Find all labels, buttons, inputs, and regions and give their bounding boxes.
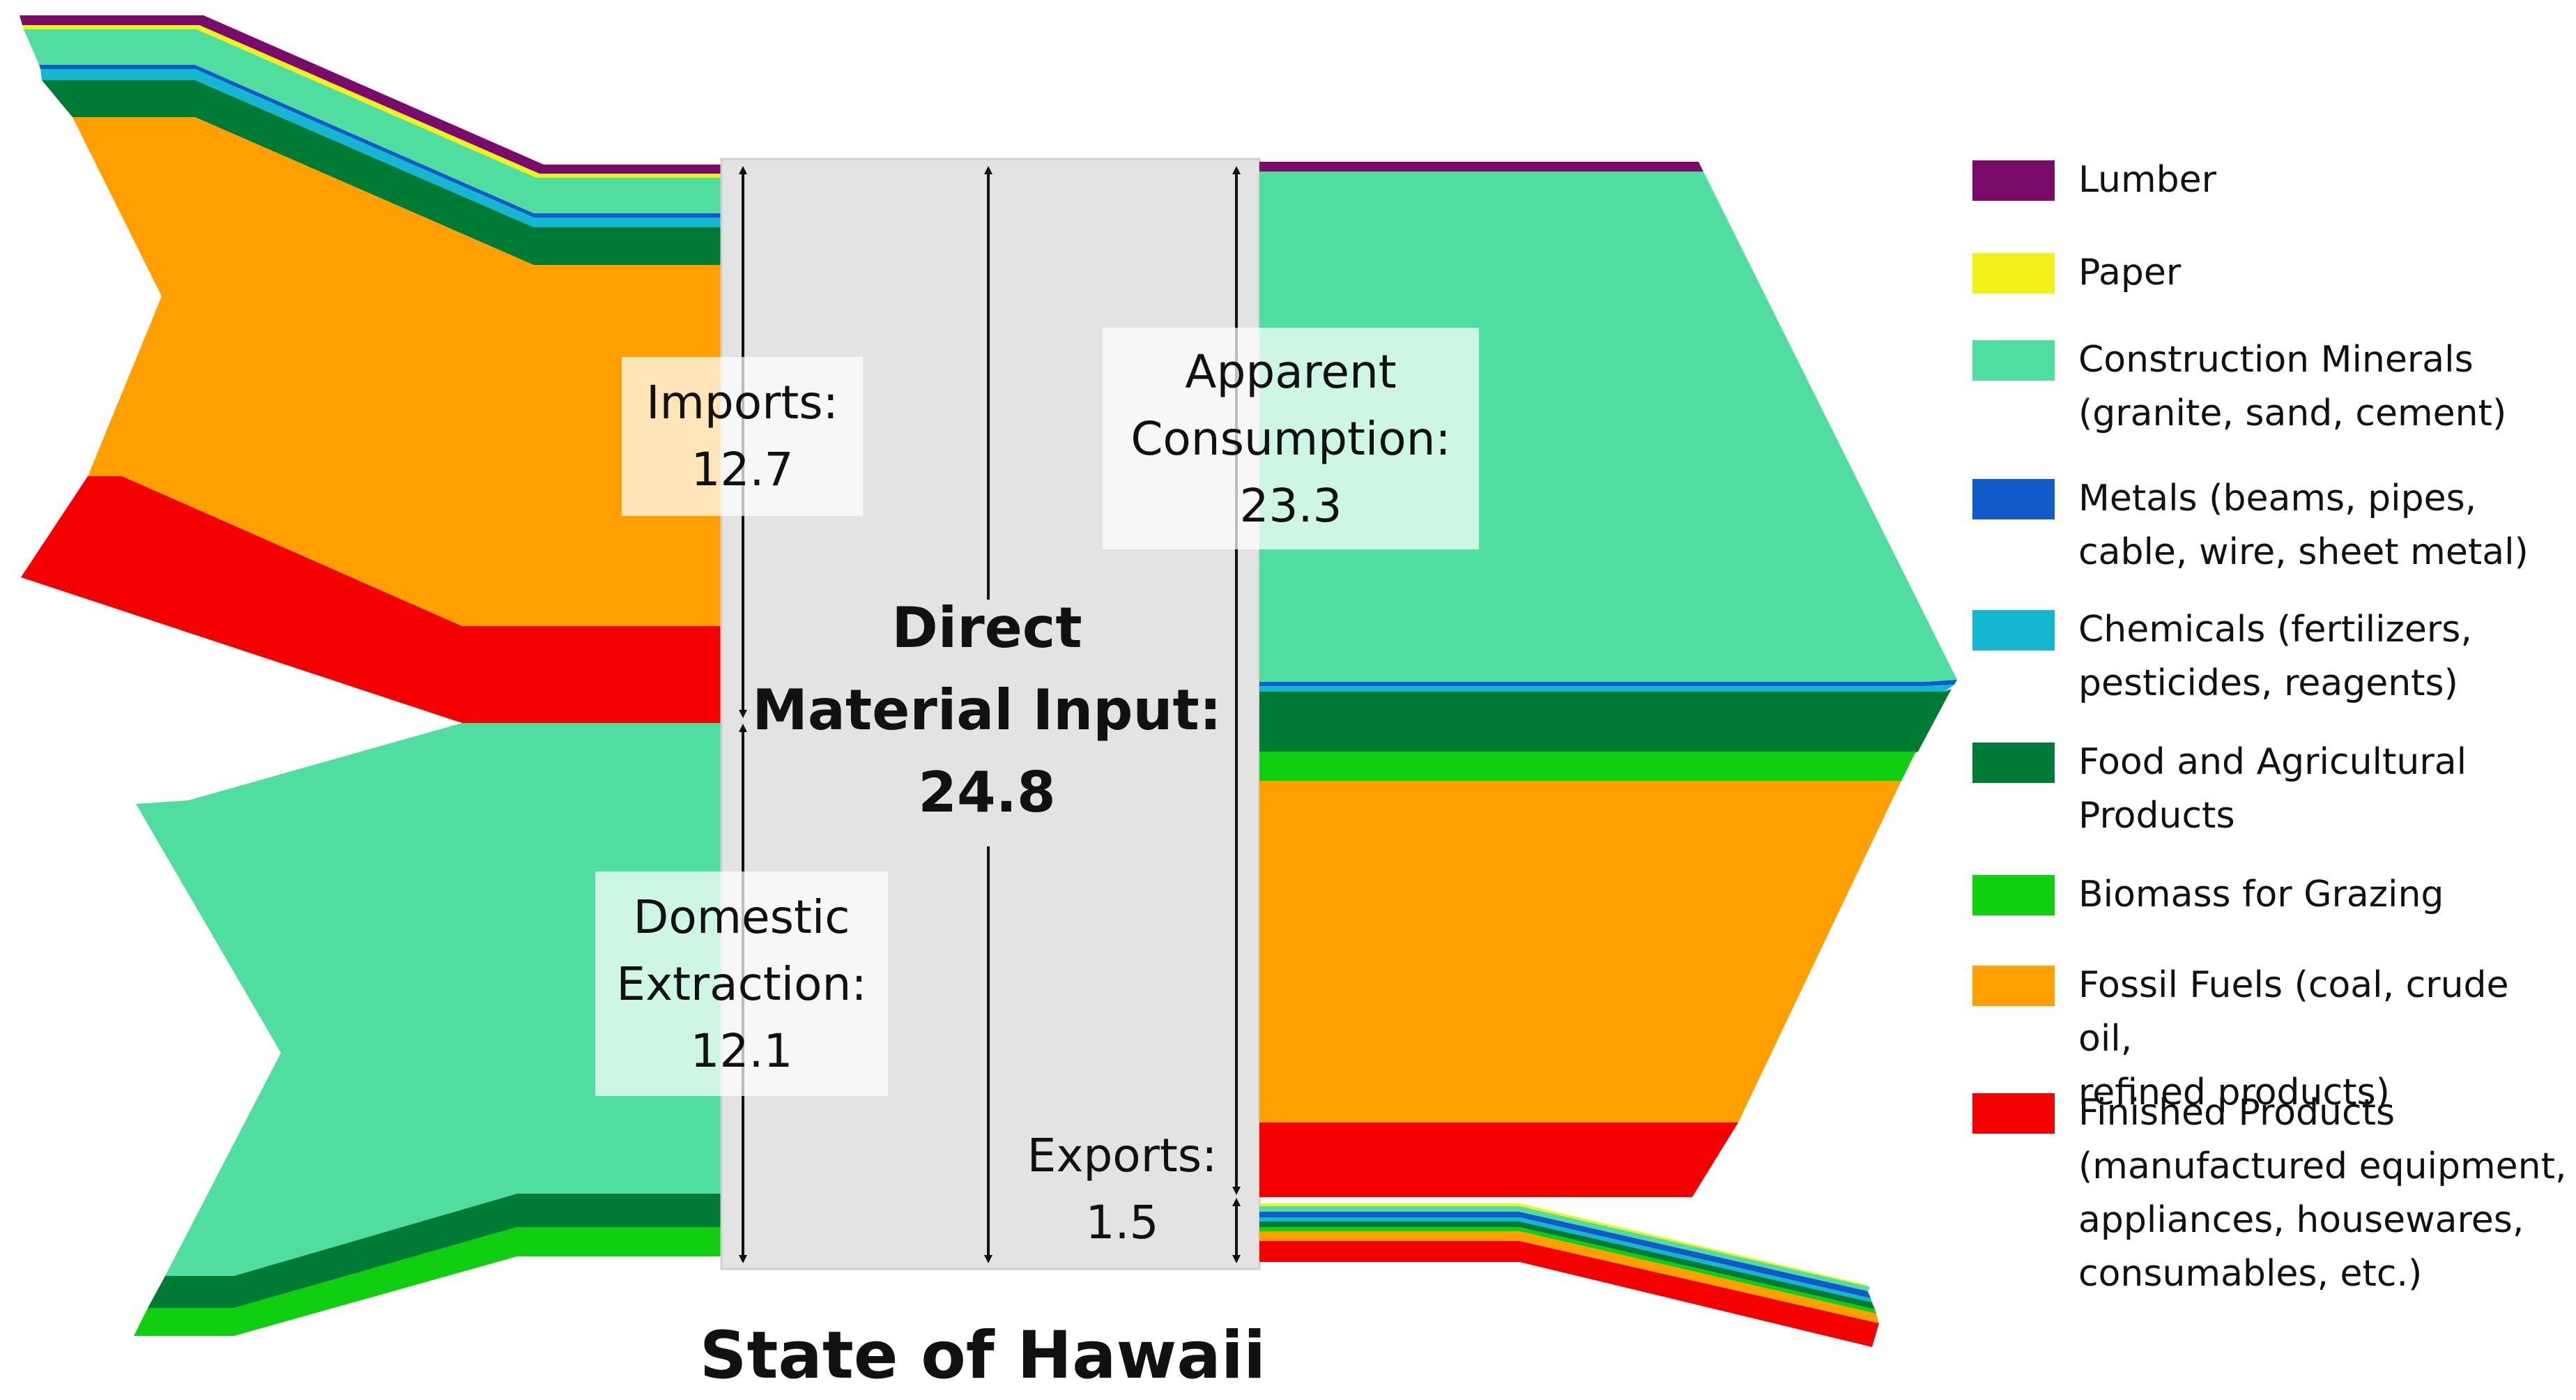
imports-construction-minerals-band [24,29,721,213]
apparent-consumption-label-line1: Apparent [1185,345,1396,399]
exports-finished-products-band [1259,1241,1879,1347]
legend-label-finished-products: Finished Products (manufactured equipmen… [2078,1092,2567,1295]
legend-label-fossil-fuels: Fossil Fuels (coal, crude oil, refined p… [2078,964,2509,1113]
consumption-finished-products-band [1259,1123,1738,1197]
consumption-biomass-grazing-band [1259,752,1918,781]
legend-swatch-food-agricultural [1972,743,2055,783]
legend-label-construction-minerals: Construction Minerals (granite, sand, ce… [2078,339,2507,434]
imports-finished-products-band [21,476,721,723]
consumption-construction-minerals-band [1259,172,1957,682]
imports-food-agricultural-band [42,80,721,265]
imports-label-box [622,357,863,516]
legend-swatch-paper [1972,253,2055,294]
legend-swatch-fossil-fuels [1972,966,2055,1006]
diagram-title: State of Hawaii [700,1318,1266,1394]
exports-fossil-fuels-band [1259,1231,1879,1323]
apparent-consumption-label-line2: Consumption: [1130,412,1450,466]
domestic-extraction-flow [134,723,721,1336]
imports-paper-band [22,25,721,178]
legend-label-metals: Metals (beams, pipes, cable, wire, sheet… [2078,478,2529,573]
consumption-metals-band [1259,680,1957,686]
direct-material-input-line2: Material Input: [752,678,1221,743]
domestic-biomass-grazing-band [134,1227,721,1336]
legend-swatch-construction-minerals [1972,340,2055,381]
imports-flow [20,15,721,723]
apparent-consumption-flow [1259,162,1957,1197]
consumption-lumber-band [1259,162,1703,172]
consumption-fossil-fuels-band [1259,781,1901,1123]
legend-label-lumber: Lumber [2078,159,2217,201]
domestic-food-agricultural-band [148,1194,721,1308]
exports-label: Exports: [1027,1129,1218,1182]
legend-label-food-agricultural: Food and Agricultural Products [2078,741,2467,837]
domestic-extraction-label-line2: Extraction: [616,957,866,1011]
imports-fossil-fuels-band [72,117,721,626]
domestic-extraction-value: 12.1 [691,1024,793,1078]
legend-swatch-biomass-grazing [1972,875,2055,915]
direct-material-input-line1: Direct [891,595,1082,660]
legend-swatch-lumber [1972,160,2055,201]
imports-value: 12.7 [691,443,794,496]
legend-label-paper: Paper [2078,252,2182,294]
direct-material-input-value: 24.8 [918,760,1055,825]
legend-swatch-metals [1972,479,2055,519]
exports-flow [1259,1203,1879,1347]
legend-swatch-finished-products [1972,1093,2055,1134]
apparent-consumption-value: 23.3 [1240,479,1342,533]
legend-swatch-chemicals [1972,610,2055,650]
legend-label-biomass-grazing: Biomass for Grazing [2078,874,2444,915]
exports-value: 1.5 [1086,1196,1159,1249]
imports-label: Imports: [646,376,838,429]
apparent-consumption-label-box [1103,328,1479,549]
imports-lumber-band [20,15,721,174]
legend-label-chemicals: Chemicals (fertilizers, pesticides, reag… [2078,609,2472,704]
consumption-food-agricultural-band [1259,689,1952,752]
domestic-construction-minerals-band [136,723,721,1276]
consumption-chemicals-band [1259,685,1954,692]
domestic-extraction-label-line1: Domestic [634,890,850,944]
domestic-extraction-label-box [595,872,888,1096]
